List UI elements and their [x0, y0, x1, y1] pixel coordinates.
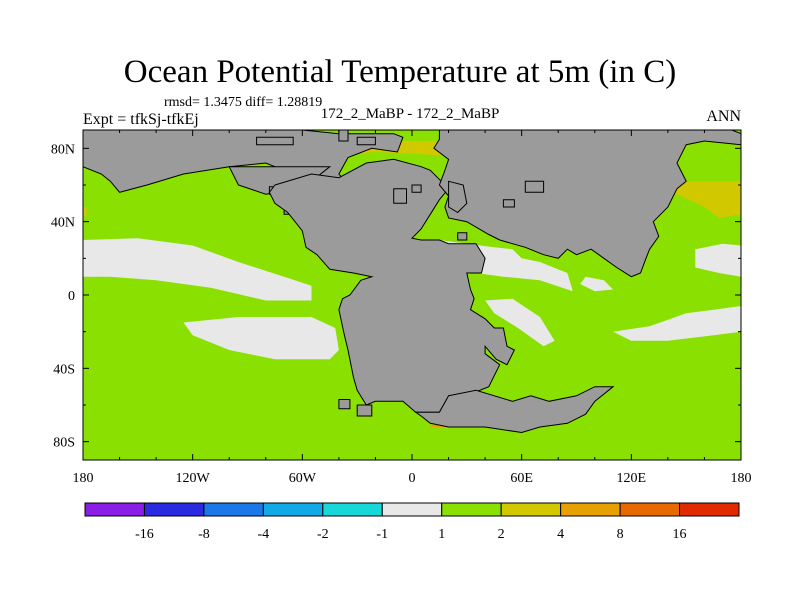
x-tick-label: 120W [176, 471, 211, 486]
x-tick-label: 60W [289, 471, 317, 486]
colorbar-label: 1 [438, 527, 445, 542]
colorbar-label: -2 [317, 527, 329, 542]
land-region [393, 188, 407, 204]
land-region [256, 136, 294, 146]
colorbar-swatch [381, 502, 443, 517]
colorbar-label: 8 [617, 527, 624, 542]
colorbar-swatch [262, 502, 324, 517]
land-region [356, 404, 373, 417]
colorbar: -16 -8 -4 -2 -1 1 2 4 8 16 [84, 502, 740, 542]
ocean-minus1-to-1-region [613, 306, 741, 341]
colorbar-swatch [143, 502, 205, 517]
ocean-minus1-to-1-region [83, 263, 102, 277]
land-region [411, 184, 422, 193]
y-tick-label: 40S [53, 362, 75, 377]
map-layer [82, 129, 742, 461]
land-region [524, 180, 545, 193]
y-tick-label: 40N [51, 216, 75, 231]
y-tick-label: 80N [51, 142, 75, 157]
colorbar-label: -1 [376, 527, 388, 542]
colorbar-swatch [441, 502, 502, 517]
ocean-minus1-to-1-region [183, 317, 339, 360]
x-tick-label: 120E [617, 471, 647, 486]
colorbar-swatch [619, 502, 681, 517]
ocean-minus1-to-1-region [695, 243, 741, 277]
land-region [268, 158, 516, 413]
y-tick-label: 80S [53, 436, 75, 451]
stats-label: rmsd= 1.3475 diff= 1.28819 [164, 95, 323, 110]
colorbar-swatch [203, 502, 264, 517]
x-tick-label: 180 [731, 471, 752, 486]
colorbar-swatch [84, 502, 145, 517]
colorbar-label: 16 [673, 527, 687, 542]
experiment-label: Expt = tfkSj-tfkEj [83, 111, 199, 128]
ocean-2-to-4-region [83, 207, 87, 217]
colorbar-swatch [560, 502, 621, 517]
period-label: 172_2_MaBP - 172_2_MaBP [320, 106, 500, 122]
x-tick-label: 0 [409, 471, 416, 486]
ocean-minus1-to-1-region [485, 298, 555, 347]
colorbar-label: 2 [498, 527, 505, 542]
colorbar-label: -4 [258, 527, 270, 542]
axis-layer: 180 120W 60W 0 60E 120E 180 80N 40N 0 40S 80S [51, 130, 752, 486]
colorbar-swatch [679, 502, 740, 517]
y-tick-label: 0 [68, 289, 75, 304]
chart-title: Ocean Potential Temperature at 5m (in C) [123, 54, 677, 90]
ocean-minus1-to-1-region [580, 276, 614, 292]
x-tick-label: 180 [73, 471, 94, 486]
land-region [457, 232, 468, 241]
land-region [448, 180, 468, 214]
season-label: ANN [706, 108, 741, 125]
land-region [502, 199, 515, 208]
ocean-minus1-to-1-region [83, 238, 312, 301]
colorbar-swatch [500, 502, 562, 517]
colorbar-label: 4 [557, 527, 564, 542]
land-region [338, 399, 351, 410]
land-region [356, 136, 376, 146]
land-region [414, 386, 615, 434]
colorbar-label: -8 [198, 527, 210, 542]
x-tick-label: 60E [510, 471, 533, 486]
colorbar-swatch [322, 502, 383, 517]
colorbar-label: -16 [135, 527, 154, 542]
land-region [338, 130, 349, 142]
